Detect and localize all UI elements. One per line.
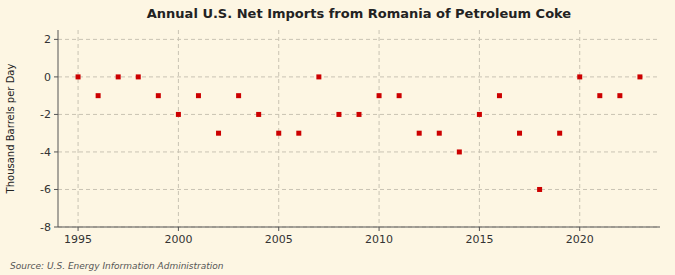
point bbox=[557, 131, 562, 136]
y-tick bbox=[54, 39, 58, 40]
grid-line-x bbox=[178, 30, 179, 227]
y-tick-label: -8 bbox=[40, 221, 51, 234]
point bbox=[597, 93, 602, 98]
annotation: Source: U.S. Energy Information Administ… bbox=[10, 261, 224, 271]
x-tick-label: 2010 bbox=[365, 233, 393, 246]
grid-line-y bbox=[58, 151, 660, 152]
y-tick-label: -4 bbox=[40, 146, 51, 159]
point bbox=[156, 93, 161, 98]
grid-line-y bbox=[58, 227, 660, 228]
point bbox=[517, 131, 522, 136]
point bbox=[617, 93, 622, 98]
point bbox=[437, 131, 442, 136]
point bbox=[417, 131, 422, 136]
grid-line-y bbox=[58, 76, 660, 77]
y-tick bbox=[54, 227, 58, 228]
point bbox=[637, 74, 642, 79]
x-tick bbox=[579, 227, 580, 231]
grid-line-x bbox=[278, 30, 279, 227]
point bbox=[357, 112, 362, 117]
grid-line-x bbox=[579, 30, 580, 227]
x-tick bbox=[178, 227, 179, 231]
point bbox=[316, 74, 321, 79]
grid-line-x bbox=[379, 30, 380, 227]
x-tick-label: 2020 bbox=[566, 233, 594, 246]
point bbox=[96, 93, 101, 98]
point bbox=[377, 93, 382, 98]
point bbox=[296, 131, 301, 136]
y-tick-label: 2 bbox=[44, 33, 51, 46]
point bbox=[577, 74, 582, 79]
grid-line-x bbox=[78, 30, 79, 227]
point bbox=[537, 187, 542, 192]
y-axis-label: Thousand Barrels per Day bbox=[5, 64, 16, 195]
x-tick-label: 2015 bbox=[465, 233, 493, 246]
grid-line-y bbox=[58, 189, 660, 190]
x-tick bbox=[78, 227, 79, 231]
title: Annual U.S. Net Imports from Romania of … bbox=[147, 6, 572, 21]
point bbox=[276, 131, 281, 136]
y-tick-label: -6 bbox=[40, 183, 51, 196]
grid-line-x bbox=[479, 30, 480, 227]
x-tick bbox=[479, 227, 480, 231]
point bbox=[256, 112, 261, 117]
x-axis-line bbox=[58, 227, 660, 228]
point bbox=[176, 112, 181, 117]
y-tick bbox=[54, 76, 58, 77]
point bbox=[397, 93, 402, 98]
chart: 1995 2000 2005 2010 2015 2020 -8 -6 -4 -2 0 2 Annual… bbox=[0, 0, 675, 275]
x-tick bbox=[278, 227, 279, 231]
point bbox=[196, 93, 201, 98]
y-tick-label: 0 bbox=[44, 71, 51, 84]
point bbox=[457, 149, 462, 154]
y-tick-label: -2 bbox=[40, 108, 51, 121]
grid-line-y bbox=[58, 39, 660, 40]
point bbox=[76, 74, 81, 79]
y-tick bbox=[54, 189, 58, 190]
y-tick bbox=[54, 114, 58, 115]
point bbox=[336, 112, 341, 117]
x-tick-label: 2000 bbox=[164, 233, 192, 246]
point bbox=[216, 131, 221, 136]
x-tick-label: 2005 bbox=[265, 233, 293, 246]
grid bbox=[58, 30, 660, 227]
points bbox=[76, 74, 643, 192]
point bbox=[116, 74, 121, 79]
y-tick bbox=[54, 151, 58, 152]
point bbox=[497, 93, 502, 98]
point bbox=[477, 112, 482, 117]
x-tick-label: 1995 bbox=[64, 233, 92, 246]
point bbox=[236, 93, 241, 98]
point bbox=[136, 74, 141, 79]
y-axis-line bbox=[58, 30, 59, 227]
x-tick bbox=[379, 227, 380, 231]
